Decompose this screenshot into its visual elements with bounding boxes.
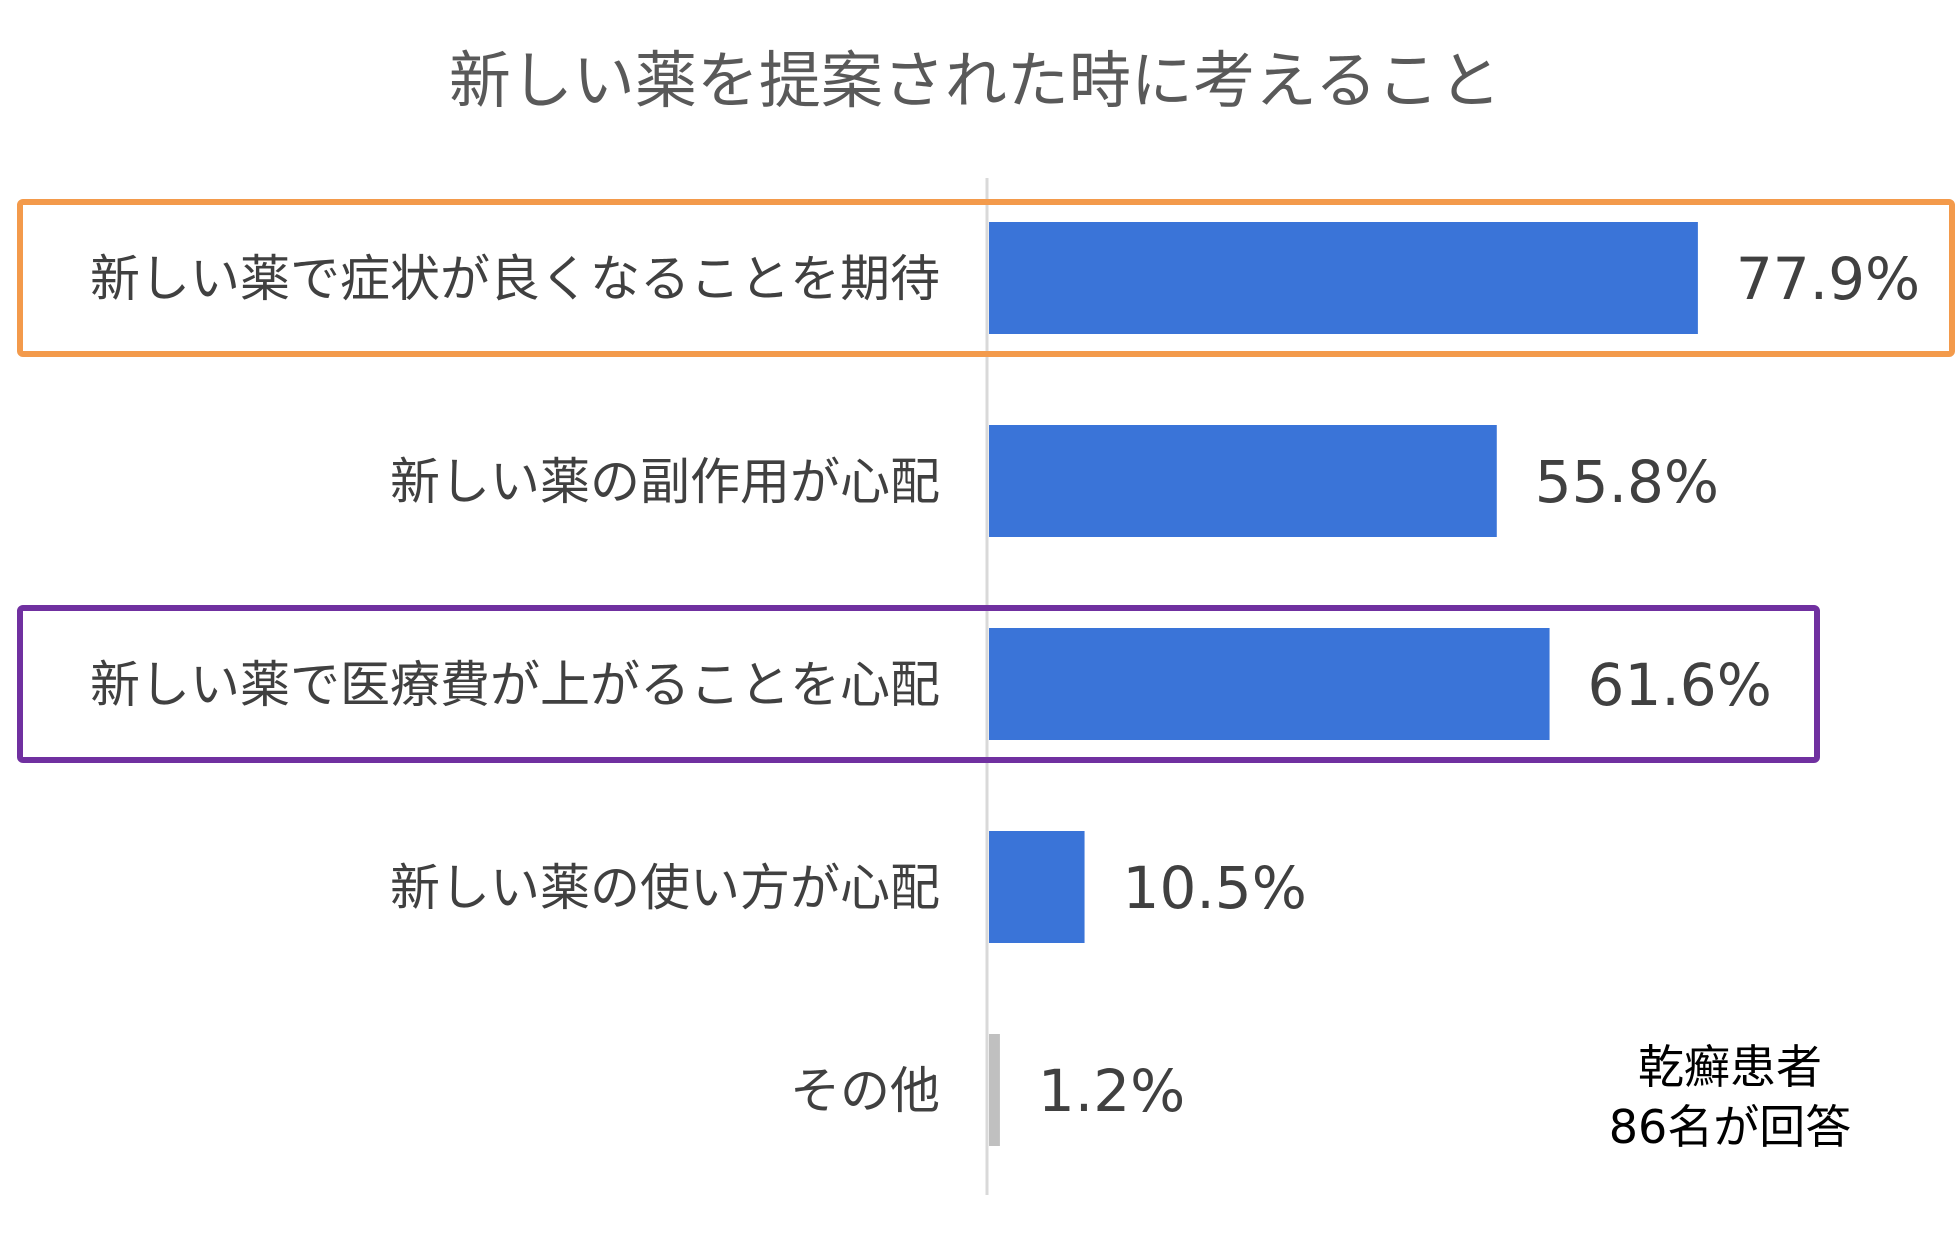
value-labels: 77.9% 55.8% 61.6% 10.5% 1.2% — [1038, 245, 1920, 1125]
highlight-box-2 — [17, 605, 1820, 763]
value-label-5: 1.2% — [1038, 1057, 1185, 1125]
bar-3 — [989, 628, 1550, 740]
highlight-boxes — [17, 199, 1955, 763]
category-label-2: 新しい薬の副作用が心配 — [390, 453, 940, 511]
category-labels: 新しい薬で症状が良くなることを期待新しい薬の副作用が心配新しい薬で医療費が上がる… — [90, 250, 940, 1120]
value-label-4: 10.5% — [1123, 854, 1307, 922]
bar-4 — [989, 831, 1085, 943]
category-label-4: 新しい薬の使い方が心配 — [390, 859, 940, 917]
bar-1 — [989, 222, 1698, 334]
value-label-2: 55.8% — [1535, 448, 1719, 516]
bars — [989, 222, 1698, 1146]
respondents-note-line-2: 86名が回答 — [1609, 1100, 1852, 1154]
respondents-note-line-1: 乾癬患者 — [1638, 1040, 1822, 1094]
highlight-box-1 — [17, 199, 1955, 357]
category-label-1: 新しい薬で症状が良くなることを期待 — [90, 250, 940, 308]
chart-title: 新しい薬を提案された時に考えること — [449, 44, 1501, 117]
value-label-1: 77.9% — [1736, 245, 1920, 313]
category-label-3: 新しい薬で医療費が上がることを心配 — [90, 656, 940, 714]
bar-5 — [989, 1034, 1000, 1146]
value-label-3: 61.6% — [1588, 651, 1772, 719]
category-label-5: その他 — [790, 1062, 940, 1120]
bar-2 — [989, 425, 1497, 537]
